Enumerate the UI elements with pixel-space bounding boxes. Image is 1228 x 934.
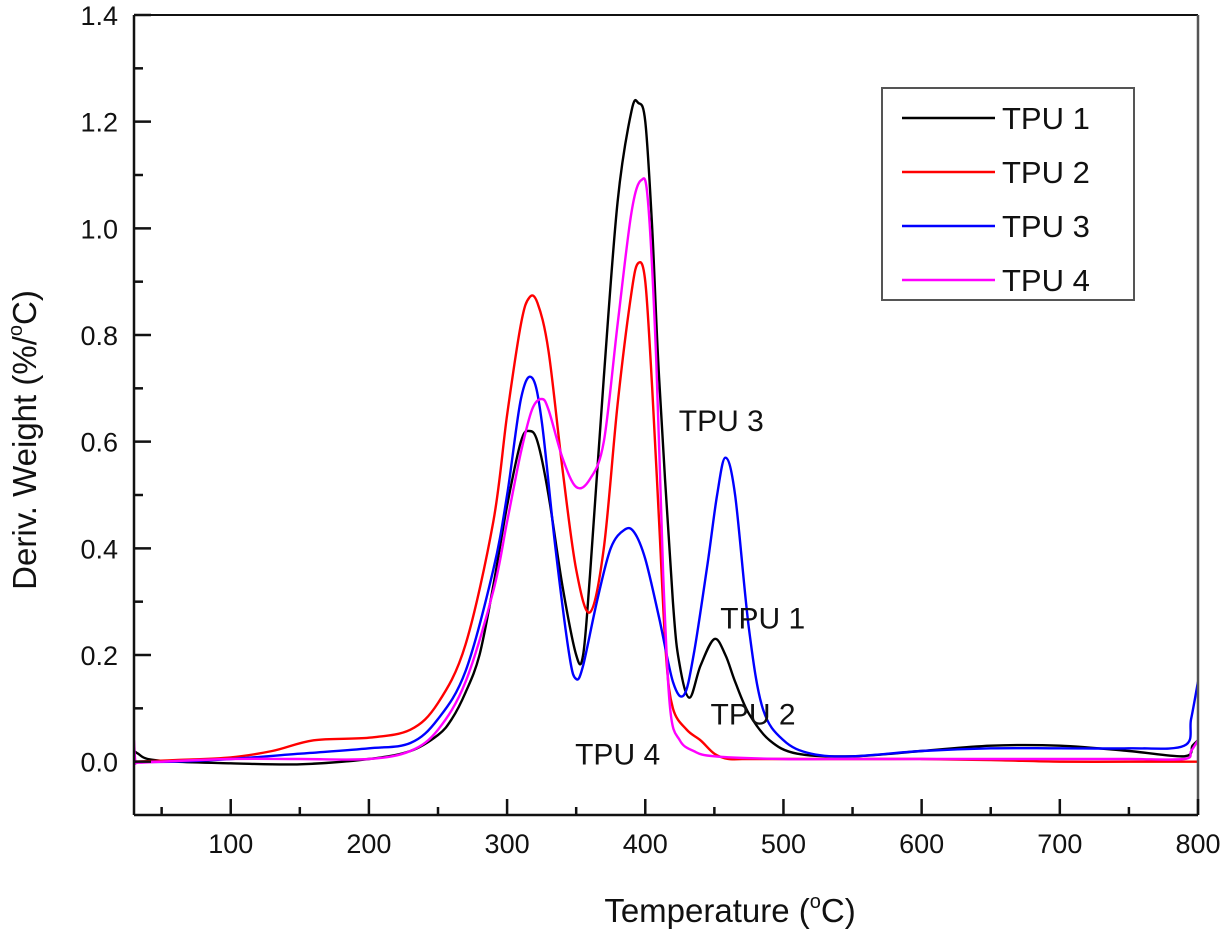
y-tick-label: 0.6 [80,428,118,458]
x-tick-label: 800 [1175,829,1220,859]
x-tick-label: 700 [1037,829,1082,859]
legend-label-tpu-3: TPU 3 [1002,209,1090,244]
y-tick-label: 1.2 [80,108,118,138]
annotations: TPU 3 TPU 1 TPU 2 TPU 4 [575,405,805,771]
legend-label-tpu-1: TPU 1 [1002,101,1090,136]
y-tick-label: 0.4 [80,534,118,564]
x-tick-label: 600 [899,829,944,859]
series-layer [134,98,1199,766]
y-tick-label: 0.2 [80,641,118,671]
y-tick-label: 1.0 [80,214,118,244]
annotation-tpu-3: TPU 3 [679,405,764,438]
series-line-tpu-3 [134,375,1199,764]
x-axis-title: Temperature (oC) [604,891,855,929]
annotation-tpu-2: TPU 2 [711,698,796,731]
x-tick-label: 300 [485,829,530,859]
legend: TPU 1 TPU 2 TPU 3 TPU 4 [881,87,1135,301]
annotation-tpu-4: TPU 4 [575,738,660,771]
series-line-tpu-4 [134,177,1199,765]
x-tick-label: 200 [346,829,391,859]
y-tick-label: 0.8 [80,321,118,351]
legend-label-tpu-2: TPU 2 [1002,155,1090,190]
y-tick-labels: 0.0 0.2 0.4 0.6 0.8 1.0 1.2 1.4 [80,1,118,778]
x-tick-label: 400 [623,829,668,859]
legend-label-tpu-4: TPU 4 [1002,263,1090,298]
x-tick-label: 500 [761,829,806,859]
y-axis-title: Deriv. Weight (%/oC) [5,290,43,590]
x-tick-labels: 100 200 300 400 500 600 700 800 [208,829,1220,859]
y-tick-label: 1.4 [80,1,118,31]
axes [132,13,1200,817]
x-tick-label: 100 [208,829,253,859]
annotation-tpu-1: TPU 1 [720,602,805,635]
series-line-tpu-1 [134,98,1199,766]
y-tick-label: 0.0 [80,748,118,778]
legend-box [881,87,1135,301]
